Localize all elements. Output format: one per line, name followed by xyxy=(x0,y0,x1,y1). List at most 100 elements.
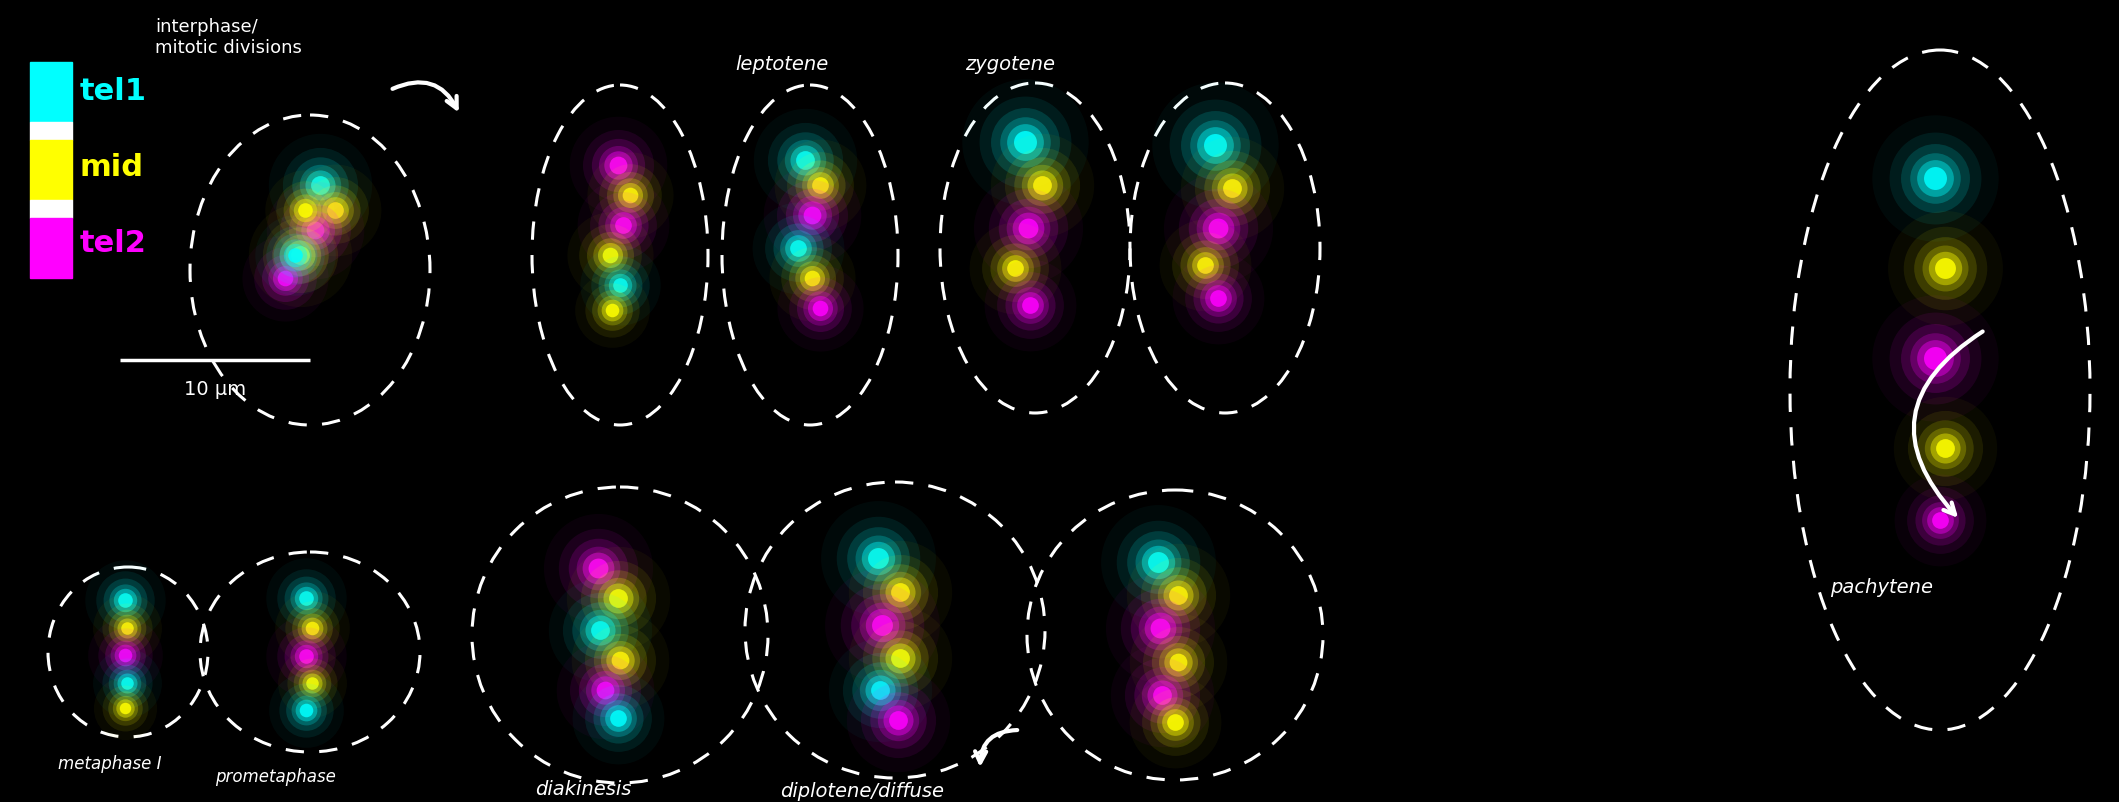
Point xyxy=(612,188,646,201)
Point xyxy=(581,561,615,574)
Point xyxy=(583,624,617,637)
Point xyxy=(1189,258,1223,271)
Point xyxy=(1159,715,1193,728)
Point xyxy=(604,654,638,666)
Point xyxy=(108,702,142,715)
Point xyxy=(583,624,617,637)
Point xyxy=(108,649,142,662)
Point xyxy=(295,622,328,634)
Point xyxy=(1144,689,1178,702)
Point xyxy=(862,683,896,696)
Text: diakinesis: diakinesis xyxy=(534,780,631,799)
Point xyxy=(318,204,352,217)
Point xyxy=(1161,655,1195,668)
Point xyxy=(303,179,337,192)
Point xyxy=(1924,513,1958,526)
Point xyxy=(602,711,636,724)
Point xyxy=(295,622,328,634)
Point xyxy=(1013,298,1047,311)
Point xyxy=(1918,172,1952,184)
Point xyxy=(108,593,142,606)
Point xyxy=(303,179,337,192)
Point xyxy=(795,209,829,221)
Point xyxy=(1197,139,1231,152)
Point xyxy=(110,677,144,690)
Point xyxy=(589,683,623,696)
Bar xyxy=(30,200,72,218)
Point xyxy=(267,272,301,285)
Point xyxy=(267,272,301,285)
Point xyxy=(1009,136,1043,148)
Point xyxy=(593,249,627,261)
Point xyxy=(1026,179,1060,192)
Point xyxy=(1197,139,1231,152)
Point xyxy=(604,654,638,666)
Point xyxy=(1918,172,1952,184)
Point xyxy=(1928,261,1962,274)
Point xyxy=(1026,179,1060,192)
Point xyxy=(1918,351,1952,364)
Point xyxy=(110,677,144,690)
Point xyxy=(1918,351,1952,364)
Point xyxy=(860,552,894,565)
Point xyxy=(795,209,829,221)
Bar xyxy=(30,122,72,140)
Point xyxy=(108,593,142,606)
Point xyxy=(288,703,322,716)
Point xyxy=(1142,622,1176,634)
Point xyxy=(1928,442,1962,455)
Point xyxy=(110,677,144,690)
Point xyxy=(860,552,894,565)
Point xyxy=(589,683,623,696)
Point xyxy=(865,618,898,631)
Point xyxy=(1144,689,1178,702)
Point xyxy=(795,272,829,285)
Point xyxy=(108,593,142,606)
Point xyxy=(583,624,617,637)
Point xyxy=(593,249,627,261)
Point xyxy=(1161,589,1195,602)
Point xyxy=(288,703,322,716)
Point xyxy=(1142,622,1176,634)
Point xyxy=(884,651,918,664)
Point xyxy=(884,651,918,664)
Point xyxy=(782,241,816,254)
Point xyxy=(1201,292,1235,305)
Point xyxy=(295,677,328,690)
Point xyxy=(1161,589,1195,602)
Point xyxy=(288,592,322,605)
Point xyxy=(1009,136,1043,148)
Text: metaphase I: metaphase I xyxy=(57,755,161,773)
Point xyxy=(1026,179,1060,192)
Point xyxy=(795,272,829,285)
Point xyxy=(288,592,322,605)
Point xyxy=(884,585,918,598)
Point xyxy=(318,204,352,217)
Point xyxy=(110,677,144,690)
Point xyxy=(1144,689,1178,702)
Point xyxy=(295,677,328,690)
Point xyxy=(1011,221,1045,234)
Point xyxy=(295,677,328,690)
Point xyxy=(1924,513,1958,526)
Point xyxy=(299,224,333,237)
Point xyxy=(788,154,822,167)
Point xyxy=(884,651,918,664)
Point xyxy=(108,702,142,715)
Text: prometaphase: prometaphase xyxy=(214,768,337,786)
Point xyxy=(1144,689,1178,702)
Point xyxy=(110,622,144,634)
Point xyxy=(795,209,829,221)
Point xyxy=(267,272,301,285)
Point xyxy=(110,622,144,634)
Point xyxy=(1201,221,1235,234)
Point xyxy=(1189,258,1223,271)
Point xyxy=(1144,689,1178,702)
Point xyxy=(1214,181,1248,194)
Point xyxy=(604,654,638,666)
Point xyxy=(865,618,898,631)
Point xyxy=(604,278,638,291)
Text: zygotene: zygotene xyxy=(964,55,1055,74)
Point xyxy=(108,649,142,662)
Point xyxy=(284,249,318,261)
